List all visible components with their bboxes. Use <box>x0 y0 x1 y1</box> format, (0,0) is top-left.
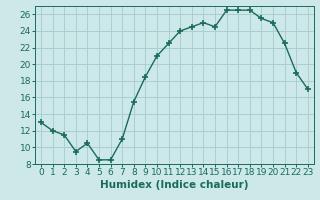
X-axis label: Humidex (Indice chaleur): Humidex (Indice chaleur) <box>100 180 249 190</box>
